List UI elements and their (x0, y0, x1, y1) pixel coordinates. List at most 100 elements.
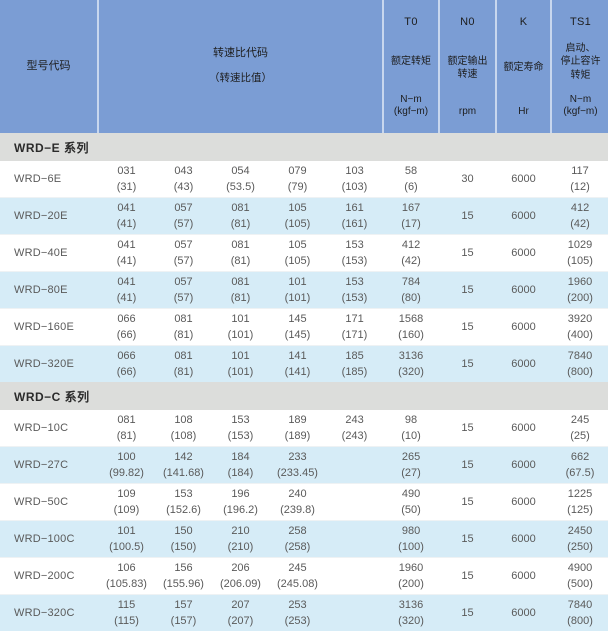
header-row: 型号代码 转速比代码 （转速比值） T0 额定转矩 N−m (kgf−m) (0, 0, 608, 133)
cell-ratio-2: 057(57) (155, 235, 212, 272)
t0-nm: 167 (384, 200, 438, 217)
cell-ratio-4: 101(101) (269, 272, 326, 309)
cell-rated-torque: 1568(160) (383, 309, 439, 346)
cell-ratio-4: 189(189) (269, 410, 326, 447)
cell-ratio-4: 079(79) (269, 161, 326, 198)
header-k-name: 额定寿命 (504, 61, 544, 75)
cell-start-stop-torque: 7840(800) (551, 346, 608, 383)
k-hours: 6000 (497, 208, 550, 225)
t0-nm: 1568 (384, 311, 438, 328)
cell-ratio-4: 145(145) (269, 309, 326, 346)
ratio-value: (81) (213, 216, 268, 233)
cell-ratio-5: 153(153) (326, 272, 383, 309)
header-n0-unit: rpm (459, 106, 476, 119)
t0-nm: 490 (384, 486, 438, 503)
header-ts1-unit-1: N−m (570, 94, 591, 105)
ratio-code: 161 (327, 200, 382, 217)
ratio-code: 141 (270, 348, 325, 365)
ratio-code: 031 (99, 163, 154, 180)
ratio-code: 243 (327, 412, 382, 429)
ratio-value: (81) (156, 327, 211, 344)
ratio-value: (171) (327, 327, 382, 344)
ts1-kgfm: (12) (552, 179, 608, 196)
ratio-value: (105) (270, 216, 325, 233)
cell-ratio-3: 054(53.5) (212, 161, 269, 198)
cell-rated-torque: 98(10) (383, 410, 439, 447)
cell-model-code: WRD−320E (0, 346, 98, 383)
cell-ratio-3: 081(81) (212, 235, 269, 272)
ratio-code: 156 (156, 560, 211, 577)
cell-rated-torque: 3136(320) (383, 346, 439, 383)
ts1-nm: 1960 (552, 274, 608, 291)
ts1-nm: 4900 (552, 560, 608, 577)
cell-ratio-4: 253(253) (269, 595, 326, 631)
ratio-value: (109) (99, 502, 154, 519)
cell-ratio-1: 106(105.83) (98, 558, 155, 595)
ratio-code: 153 (156, 486, 211, 503)
ratio-value: (57) (156, 290, 211, 307)
cell-rated-life: 6000 (496, 198, 551, 235)
n0-rpm: 15 (440, 208, 495, 225)
cell-model-code: WRD−20E (0, 198, 98, 235)
ratio-code: 057 (156, 237, 211, 254)
ratio-value: (153) (327, 253, 382, 270)
ts1-nm: 7840 (552, 597, 608, 614)
ratio-value: (57) (156, 253, 211, 270)
ts1-kgfm: (800) (552, 364, 608, 381)
cell-ratio-2: 157(157) (155, 595, 212, 631)
ratio-code: 153 (327, 237, 382, 254)
t0-kgfm: (100) (384, 539, 438, 556)
cell-ratio-3: 207(207) (212, 595, 269, 631)
ratio-value: (103) (327, 179, 382, 196)
ratio-code: 142 (156, 449, 211, 466)
cell-rated-life: 6000 (496, 595, 551, 631)
ratio-value: (196.2) (213, 502, 268, 519)
ratio-value: (105) (270, 253, 325, 270)
ratio-code: 081 (156, 311, 211, 328)
cell-rated-life: 6000 (496, 235, 551, 272)
ratio-code: 066 (99, 348, 154, 365)
k-hours: 6000 (497, 420, 550, 437)
cell-ratio-3: 081(81) (212, 198, 269, 235)
ratio-code: 245 (270, 560, 325, 577)
ts1-nm: 662 (552, 449, 608, 466)
n0-rpm: 15 (440, 245, 495, 262)
ts1-nm: 2450 (552, 523, 608, 540)
ratio-code: 081 (213, 237, 268, 254)
header-ratio-code-line2: （转速比值） (209, 71, 272, 86)
ratio-value: (99.82) (99, 465, 154, 482)
t0-kgfm: (80) (384, 290, 438, 307)
ts1-kgfm: (105) (552, 253, 608, 270)
ratio-code: 101 (213, 311, 268, 328)
cell-ratio-2: 081(81) (155, 346, 212, 383)
ts1-kgfm: (42) (552, 216, 608, 233)
header-t0-unit-2: (kgf−m) (394, 106, 428, 117)
cell-model-code: WRD−27C (0, 447, 98, 484)
cell-ratio-2: 108(108) (155, 410, 212, 447)
cell-ratio-1: 031(31) (98, 161, 155, 198)
ts1-kgfm: (250) (552, 539, 608, 556)
cell-ratio-3: 101(101) (212, 309, 269, 346)
ratio-code: 041 (99, 237, 154, 254)
ratio-value: (185) (327, 364, 382, 381)
header-t0-symbol: T0 (404, 15, 417, 31)
t0-kgfm: (27) (384, 465, 438, 482)
ratio-code: 240 (270, 486, 325, 503)
cell-start-stop-torque: 2450(250) (551, 521, 608, 558)
ratio-value: (41) (99, 216, 154, 233)
ratio-code: 106 (99, 560, 154, 577)
ratio-code: 101 (270, 274, 325, 291)
ratio-code: 081 (213, 274, 268, 291)
section-header-row: WRD−C 系列 (0, 382, 608, 410)
cell-ratio-4: 258(258) (269, 521, 326, 558)
ratio-value: (108) (156, 428, 211, 445)
ts1-kgfm: (200) (552, 290, 608, 307)
k-hours: 6000 (497, 319, 550, 336)
cell-ratio-5: 243(243) (326, 410, 383, 447)
